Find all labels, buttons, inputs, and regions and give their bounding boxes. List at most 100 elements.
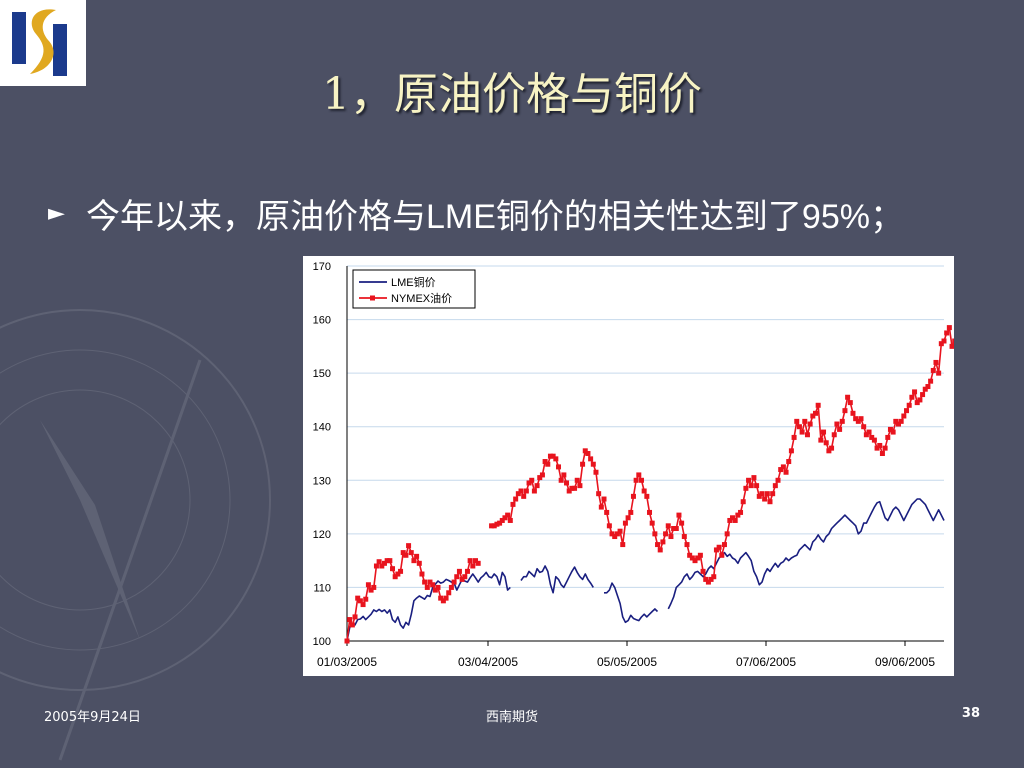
data-point xyxy=(360,602,366,608)
data-point xyxy=(930,367,936,373)
data-point xyxy=(821,429,827,435)
data-point xyxy=(440,598,446,604)
data-point xyxy=(887,426,893,432)
data-point xyxy=(614,531,620,537)
data-point xyxy=(655,542,661,548)
data-point xyxy=(770,491,776,497)
legend-label: NYMEX油价 xyxy=(391,291,452,305)
y-tick-label: 170 xyxy=(313,261,331,273)
data-point xyxy=(416,560,422,566)
data-point xyxy=(796,424,802,430)
data-point xyxy=(700,568,706,574)
data-point xyxy=(625,515,631,521)
data-point xyxy=(895,421,901,427)
data-point xyxy=(713,547,719,553)
data-point xyxy=(671,526,677,531)
data-point xyxy=(941,338,947,344)
x-tick-label: 09/06/2005 xyxy=(875,655,935,669)
data-point xyxy=(456,568,462,574)
data-point xyxy=(368,587,374,593)
data-point xyxy=(764,491,770,497)
data-point xyxy=(810,413,816,419)
data-point xyxy=(518,488,524,494)
data-point xyxy=(539,472,545,478)
data-point xyxy=(467,558,473,564)
legend-label: LME铜价 xyxy=(391,275,436,289)
legend-marker xyxy=(370,295,375,301)
chart-container: 100 110 120 130 140 150 160 170 01/03/2005 03/04/… xyxy=(303,256,954,676)
company-logo-icon xyxy=(12,9,67,76)
data-point xyxy=(344,638,350,644)
data-point xyxy=(411,558,417,564)
data-point xyxy=(652,531,658,537)
data-point xyxy=(882,445,888,451)
data-point xyxy=(756,493,762,499)
data-point xyxy=(403,552,409,558)
data-point xyxy=(925,384,931,390)
data-point xyxy=(676,512,682,518)
data-point xyxy=(665,523,671,529)
data-point xyxy=(711,574,717,580)
slide-title: 1，原油价格与铜价 xyxy=(322,69,702,120)
data-point xyxy=(684,542,690,548)
data-point xyxy=(505,512,511,518)
data-point xyxy=(601,496,607,502)
data-point xyxy=(944,330,950,336)
data-point xyxy=(547,453,553,459)
bullet-text: 今年以来，原油价格与LME铜价的相关性达到了95%； xyxy=(86,198,904,236)
data-point xyxy=(938,341,944,347)
data-point xyxy=(815,402,821,408)
data-point xyxy=(566,488,572,494)
data-point xyxy=(946,325,952,331)
data-point xyxy=(866,429,872,435)
data-point xyxy=(497,520,503,526)
data-point xyxy=(647,509,653,515)
data-point xyxy=(845,394,851,400)
data-point xyxy=(746,477,752,483)
data-point xyxy=(376,559,382,565)
data-point xyxy=(724,531,730,537)
data-point xyxy=(475,560,481,566)
data-point xyxy=(812,410,818,416)
data-point xyxy=(398,568,404,574)
data-point xyxy=(890,429,896,435)
x-tick-label: 03/04/2005 xyxy=(458,655,518,669)
data-point xyxy=(577,483,583,489)
data-point xyxy=(917,397,923,403)
y-tick-label: 130 xyxy=(313,475,331,487)
chart-grid xyxy=(347,265,944,642)
data-point xyxy=(871,437,877,443)
data-point xyxy=(365,582,371,588)
data-point xyxy=(831,432,837,438)
data-point xyxy=(928,378,934,384)
data-point xyxy=(738,509,744,515)
data-point xyxy=(357,598,363,604)
data-point xyxy=(663,531,669,537)
data-point xyxy=(430,582,436,588)
data-point xyxy=(414,553,420,559)
data-point xyxy=(381,560,387,566)
data-point xyxy=(933,359,939,365)
data-point xyxy=(802,418,808,424)
data-point xyxy=(489,523,495,529)
y-tick-label: 140 xyxy=(313,422,331,434)
data-point xyxy=(754,483,760,489)
data-point xyxy=(893,418,899,424)
data-point xyxy=(818,437,824,443)
data-point xyxy=(673,526,679,531)
data-point xyxy=(788,448,794,454)
footer-date: 2005年9月24日 xyxy=(44,710,141,725)
data-point xyxy=(898,418,904,424)
y-tick-label: 150 xyxy=(313,368,331,380)
data-point xyxy=(850,410,856,416)
data-point xyxy=(906,402,912,408)
data-point xyxy=(352,614,358,620)
data-point xyxy=(422,579,428,585)
data-point xyxy=(703,576,709,582)
data-point xyxy=(459,576,465,582)
data-point xyxy=(823,440,829,446)
data-point xyxy=(574,477,580,483)
data-point xyxy=(462,574,468,580)
data-point xyxy=(778,467,784,473)
